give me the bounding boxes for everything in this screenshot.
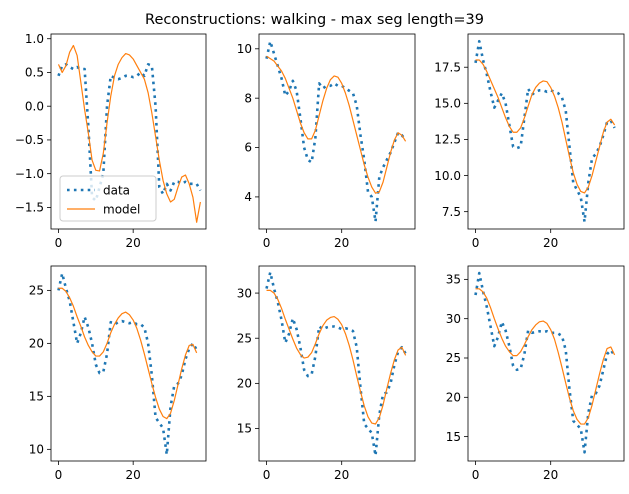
axes-frame <box>50 265 207 462</box>
y-tick-label: 1.0 <box>25 32 44 46</box>
x-tick-label: 20 <box>334 236 349 250</box>
y-tick-label: 17.5 <box>434 60 461 74</box>
series-line-model <box>266 289 407 425</box>
x-tick-label: 20 <box>543 236 558 250</box>
series-line-data <box>474 39 616 224</box>
y-tick-label: 10.0 <box>434 169 461 183</box>
y-tick-label: 15 <box>237 422 252 436</box>
series-line-model <box>57 44 201 223</box>
y-tick-label: 12.5 <box>434 133 461 147</box>
y-tick-label: 0.0 <box>25 99 44 113</box>
y-tick-label: 30 <box>237 286 252 300</box>
y-tick-label: −0.5 <box>15 133 44 147</box>
y-tick-label: 10 <box>237 42 252 56</box>
y-tick-label: 15 <box>29 390 44 404</box>
x-tick-label: 20 <box>126 468 141 482</box>
y-tick-label: 25 <box>446 351 461 365</box>
subplot-2: 0 20 4 6 8 10 <box>237 33 416 250</box>
series-line-model <box>266 55 407 194</box>
axes-frame <box>258 33 416 230</box>
series-line-model <box>58 287 198 420</box>
x-tick-label: 0 <box>263 468 271 482</box>
y-tick-label: 6 <box>244 141 252 155</box>
series-line-data <box>265 271 407 457</box>
axes-frame <box>467 265 625 462</box>
x-tick-label: 20 <box>334 468 349 482</box>
x-tick-label: 20 <box>126 236 141 250</box>
y-tick-label: 8 <box>244 91 252 105</box>
figure-suptitle: Reconstructions: walking - max seg lengt… <box>145 12 484 28</box>
subplot-3: 0 20 7.5 10.0 12.5 15.0 17.5 <box>434 33 625 250</box>
x-tick-label: 20 <box>543 468 558 482</box>
axes-frame <box>258 265 416 462</box>
series-line-data <box>474 271 616 454</box>
y-tick-label: 20 <box>446 391 461 405</box>
y-tick-label: 25 <box>29 284 44 298</box>
y-tick-label: 30 <box>446 312 461 326</box>
series-line-model <box>475 59 616 194</box>
y-tick-label: 20 <box>29 337 44 351</box>
axes-frame <box>467 33 625 230</box>
y-tick-label: −1.5 <box>15 201 44 215</box>
y-tick-label: 20 <box>237 377 252 391</box>
legend: data model <box>59 175 157 222</box>
x-tick-label: 0 <box>55 236 63 250</box>
series-line-model <box>475 288 616 425</box>
series-line-data <box>57 272 198 456</box>
y-tick-label: 10 <box>29 443 44 457</box>
legend-box <box>59 175 157 222</box>
y-tick-label: 35 <box>446 273 461 287</box>
x-tick-label: 0 <box>472 236 480 250</box>
y-tick-label: 7.5 <box>442 205 461 219</box>
subplot-4: 0 20 10 15 20 25 <box>29 265 207 482</box>
y-tick-label: 4 <box>244 190 252 204</box>
x-tick-label: 0 <box>472 468 480 482</box>
y-tick-label: 0.5 <box>25 66 44 80</box>
y-tick-label: 15.0 <box>434 97 461 111</box>
y-tick-label: 15 <box>446 430 461 444</box>
x-tick-label: 0 <box>263 236 271 250</box>
y-tick-label: −1.0 <box>15 167 44 181</box>
subplots-grid: 0 20 1.0 0.5 0.0 −0.5 −1.0 −1.5 data model 0 20 4 6 8 1… <box>15 32 625 482</box>
legend-label-model: model <box>103 203 140 217</box>
y-tick-label: 25 <box>237 331 252 345</box>
subplot-5: 0 20 15 20 25 30 <box>237 265 416 482</box>
subplot-6: 0 20 15 20 25 30 35 <box>446 265 625 482</box>
axes-frame <box>50 33 207 230</box>
legend-label-data: data <box>103 184 130 198</box>
x-tick-label: 0 <box>55 468 63 482</box>
series-line-data <box>265 40 407 223</box>
subplot-1: 0 20 1.0 0.5 0.0 −0.5 −1.0 −1.5 data model <box>15 32 207 250</box>
